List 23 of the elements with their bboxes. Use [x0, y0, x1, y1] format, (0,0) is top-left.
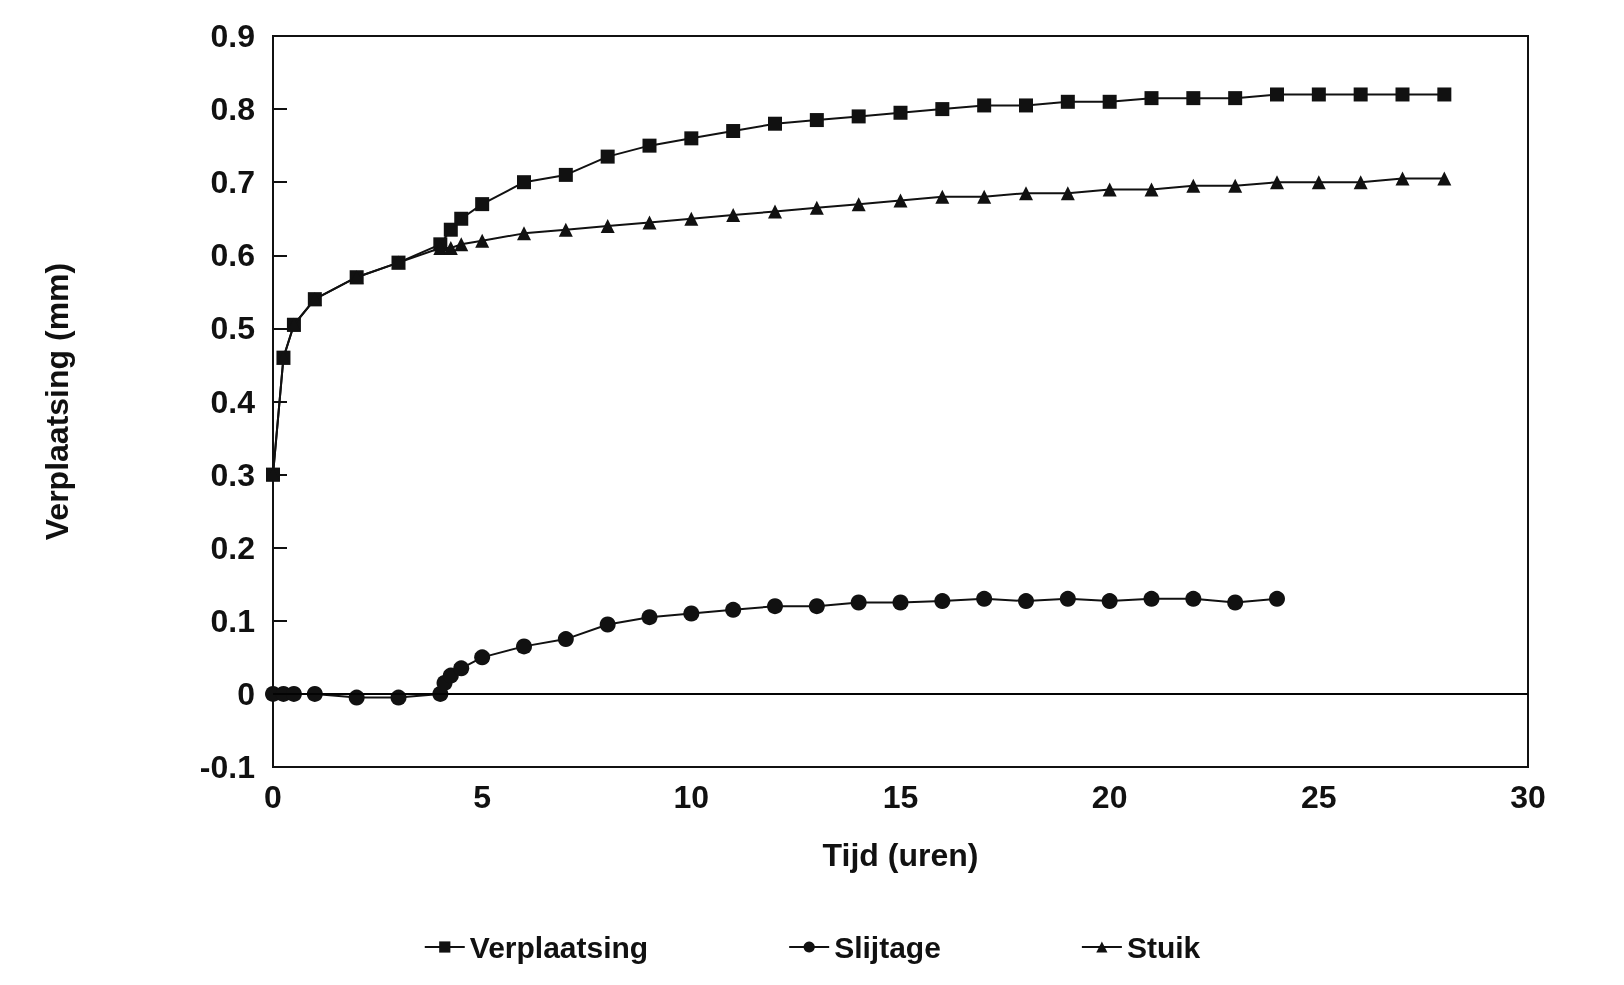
y-tick-label: 0.4: [210, 383, 256, 420]
y-tick-label: 0.7: [210, 164, 255, 201]
x-tick-label: 0: [264, 779, 282, 815]
y-tick-label: 0.9: [210, 18, 255, 54]
legend-label: Slijtage: [834, 930, 941, 964]
y-tick-label: 0.8: [210, 91, 255, 128]
x-tick-label: 10: [673, 779, 710, 815]
y-tick-label: 0.3: [210, 456, 255, 493]
y-tick-label: 0.5: [210, 310, 255, 347]
x-axis-title: Tijd (uren): [822, 837, 979, 873]
y-tick-label: -0.1: [199, 749, 255, 785]
y-tick-label: 0: [237, 675, 255, 712]
x-tick-label: 5: [473, 779, 492, 815]
x-tick-label: 20: [1091, 779, 1128, 815]
legend-label: Stuik: [1126, 930, 1201, 964]
y-tick-label: 0.6: [210, 237, 255, 274]
y-axis-title: Verplaatsing (mm): [39, 262, 75, 541]
x-tick-label: 25: [1301, 779, 1337, 815]
y-tick-label: 0.1: [210, 602, 255, 639]
x-tick-label: 15: [882, 779, 919, 815]
x-tick-label: 30: [1510, 779, 1546, 815]
y-tick-label: 0.2: [210, 529, 255, 566]
legend-label: Verplaatsing: [469, 930, 649, 964]
